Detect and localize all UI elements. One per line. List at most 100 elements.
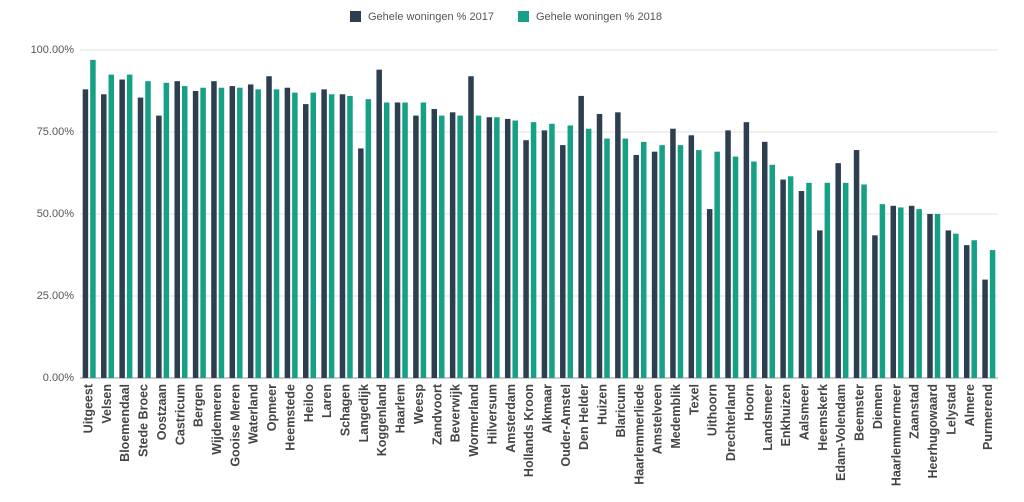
- bar: [989, 250, 996, 378]
- x-tick-label: Purmerend: [981, 384, 995, 450]
- x-tick-label: Heemskerk: [816, 384, 830, 451]
- bar: [890, 205, 897, 378]
- x-tick-label: Texel: [687, 384, 701, 415]
- x-tick-label: Velsen: [100, 384, 114, 424]
- x-tick-label: Hilversum: [485, 384, 499, 444]
- x-tick-label: Edam-Volendam: [834, 384, 848, 481]
- x-tick-label: Stede Broec: [137, 384, 151, 457]
- bar: [817, 230, 823, 378]
- bar: [156, 115, 162, 378]
- x-tick-label: Zaanstad: [908, 384, 922, 439]
- y-tick-label: 0.00%: [43, 372, 74, 384]
- bar: [604, 138, 610, 378]
- bar: [971, 240, 977, 378]
- x-tick-label: Schagen: [339, 384, 353, 436]
- bar: [457, 115, 463, 378]
- bar: [633, 154, 639, 378]
- bar: [861, 184, 867, 378]
- bar: [596, 113, 603, 379]
- x-tick-label: Enkhuizen: [779, 384, 793, 447]
- bar: [328, 94, 335, 378]
- bar: [872, 235, 878, 378]
- x-tick-label: Haarlemmermeer: [889, 384, 903, 486]
- x-tick-label: Den Helder: [577, 384, 591, 450]
- bar: [126, 74, 133, 378]
- bar: [292, 92, 298, 378]
- bar: [927, 214, 933, 378]
- bar: [137, 97, 144, 378]
- bar: [413, 115, 419, 378]
- x-tick-label: Drechterland: [724, 384, 738, 461]
- bar: [842, 182, 849, 378]
- bar: [494, 117, 500, 379]
- bar: [567, 125, 574, 378]
- bar: [192, 91, 199, 378]
- bar: [659, 145, 665, 378]
- bar: [200, 87, 206, 378]
- bar: [486, 117, 493, 379]
- x-tick-label: Uithoorn: [706, 384, 720, 436]
- bar: [402, 102, 408, 378]
- bar: [530, 122, 537, 378]
- x-tick-label: Beverwijk: [449, 384, 463, 442]
- bar: [780, 179, 786, 378]
- bar: [585, 128, 592, 378]
- legend-label: Gehele woningen % 2018: [536, 11, 662, 23]
- bar: [806, 182, 812, 378]
- bar: [90, 59, 96, 379]
- bar: [218, 87, 225, 378]
- legend-swatch: [517, 11, 529, 22]
- bar: [237, 87, 243, 378]
- bar: [677, 145, 684, 378]
- x-tick-label: Hoorn: [742, 384, 756, 421]
- legend-swatch: [350, 11, 361, 22]
- bar: [945, 230, 952, 378]
- x-tick-label: Laren: [320, 384, 334, 418]
- bar: [762, 141, 768, 378]
- bar: [321, 89, 327, 379]
- bar: [310, 92, 316, 378]
- bar: [824, 182, 831, 378]
- bar: [853, 150, 860, 378]
- bar: [82, 89, 89, 379]
- x-tick-label: Koggenland: [375, 384, 389, 456]
- x-tick-label: Wormerland: [467, 384, 481, 457]
- bar: [383, 102, 390, 378]
- y-tick-label: 50.00%: [37, 208, 75, 220]
- x-tick-label: Langedijk: [357, 384, 371, 442]
- bar: [578, 95, 584, 379]
- x-tick-label: Bloemendaal: [118, 384, 132, 462]
- bar: [347, 95, 353, 379]
- bar: [174, 81, 180, 378]
- bar: [769, 164, 775, 378]
- x-tick-label: Landsmeer: [761, 384, 775, 451]
- bar: [365, 99, 372, 378]
- bar: [651, 151, 658, 378]
- x-tick-label: Almere: [963, 384, 977, 426]
- bar: [982, 279, 988, 378]
- x-tick-label: Diemen: [871, 384, 885, 429]
- bar: [211, 81, 217, 378]
- bar: [615, 112, 621, 378]
- bar: [181, 86, 188, 378]
- x-tick-label: Haarlem: [394, 384, 408, 433]
- bar: [449, 112, 456, 378]
- x-tick-label: Aalsmeer: [798, 384, 812, 440]
- bar: [255, 89, 261, 379]
- y-tick-label: 25.00%: [37, 290, 75, 302]
- x-tick-label: Bergen: [192, 384, 206, 427]
- bar: [696, 150, 702, 378]
- bar: [420, 102, 427, 378]
- bar: [101, 94, 107, 378]
- x-tick-label: Wijdemeren: [210, 384, 224, 455]
- x-tick-label: Castricum: [173, 384, 187, 445]
- bar: [725, 130, 731, 378]
- bar: [688, 135, 695, 378]
- bar: [898, 207, 904, 378]
- bar: [934, 214, 941, 378]
- bar: [468, 76, 474, 379]
- x-tick-label: Lelystad: [944, 384, 958, 435]
- x-tick-label: Huizen: [596, 384, 610, 425]
- bar: [119, 79, 125, 379]
